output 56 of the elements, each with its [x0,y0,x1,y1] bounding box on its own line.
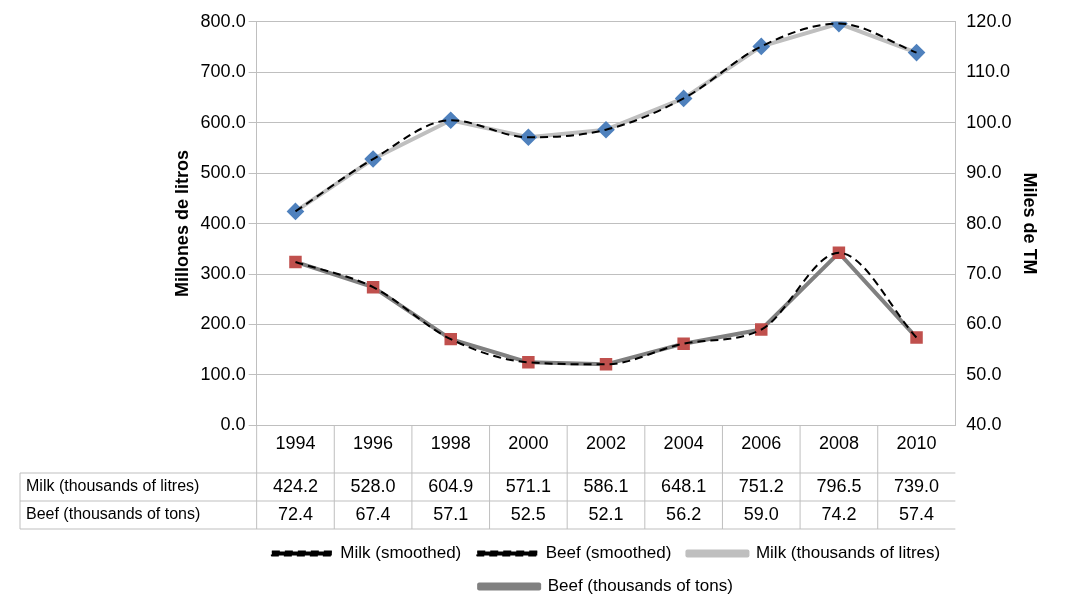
y2-tick-label: 60.0 [966,313,1002,334]
legend-label: Milk (thousands of litres) [755,543,941,563]
y-tick-label: 200.0 [200,313,246,334]
data-label: 57.4 [899,503,935,524]
x-tick-label: 2000 [508,433,549,454]
y2-tick-label: 120.0 [966,10,1012,31]
legend-label: Milk (smoothed) [340,543,462,563]
data-label: 751.2 [738,475,784,496]
data-label: 571.1 [505,475,551,496]
y-tick-label: 700.0 [200,61,246,82]
y2-tick-label: 40.0 [966,414,1002,435]
data-label: 52.5 [510,503,546,524]
data-label: 739.0 [894,475,940,496]
y2-tick-label: 90.0 [966,162,1002,183]
y-tick-label: 600.0 [200,111,246,132]
y-tick-label: 800.0 [200,10,246,31]
y2-tick-label: 100.0 [966,111,1012,132]
y2-tick-label: 50.0 [966,363,1002,384]
data-label: 796.5 [816,475,862,496]
x-tick-label: 1996 [353,433,394,454]
y-tick-label: 300.0 [200,263,246,284]
data-label: 528.0 [350,475,396,496]
x-tick-label: 2002 [585,433,627,454]
y2-axis-title: Miles de TM [1020,172,1041,275]
y-tick-label: 0.0 [220,414,246,435]
data-label: 56.2 [666,503,702,524]
data-label: 59.0 [743,503,779,524]
point [522,356,535,369]
y-tick-label: 500.0 [200,162,246,183]
point [599,358,613,371]
data-label: 604.9 [428,475,474,496]
x-tick-label: 2008 [818,433,859,454]
x-tick-label: 2006 [741,433,782,454]
data-label: 648.1 [661,475,707,496]
data-label: 586.1 [583,475,629,496]
data-label: 52.1 [588,503,624,524]
x-tick-label: 1998 [430,433,471,454]
data-label: 72.4 [277,503,313,524]
legend-label: Beef (thousands of tons) [547,576,733,596]
legend-label: Beef (smoothed) [545,543,672,563]
data-label: 424.2 [272,475,318,496]
x-tick-label: 2004 [663,433,704,454]
y2-tick-label: 80.0 [966,212,1002,233]
data-label: 74.2 [821,503,857,524]
point [753,38,770,55]
y2-tick-label: 110.0 [966,61,1011,82]
x-tick-label: 1994 [275,433,316,454]
data-label: 67.4 [355,503,391,524]
text: Milk (thousands of litres) [26,477,200,495]
y-axis-title: Millones de litros [171,150,192,298]
y-tick-label: 400.0 [200,212,246,233]
data-label: 57.1 [433,503,469,524]
x-tick-label: 2010 [896,433,937,454]
text: Beef (thousands of tons) [26,505,201,523]
y2-tick-label: 70.0 [966,263,1002,284]
y-tick-label: 100.0 [200,363,246,384]
